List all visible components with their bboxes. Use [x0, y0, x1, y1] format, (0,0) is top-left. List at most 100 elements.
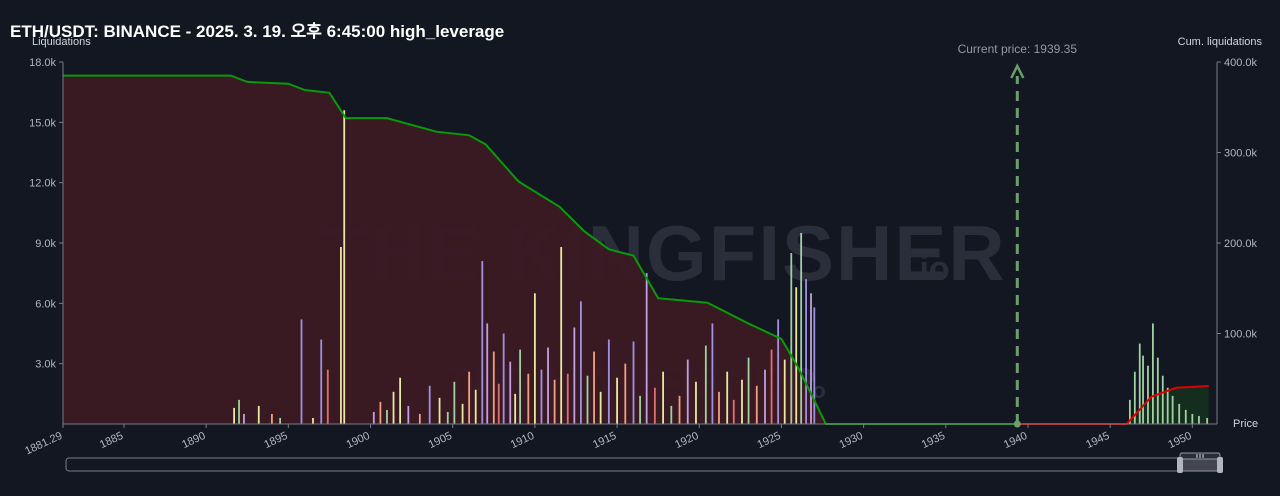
liquidation-bar — [599, 391, 602, 424]
liquidation-bar — [662, 371, 664, 424]
liquidation-bar — [586, 375, 589, 424]
liquidation-bar — [777, 319, 780, 424]
liquidation-bar — [1156, 357, 1159, 424]
x-tick-label: 1940 — [1002, 430, 1029, 451]
liquidation-bar — [770, 349, 773, 424]
liquidation-bar — [566, 373, 569, 424]
liquidation-bars — [233, 110, 1209, 425]
liquidation-bar — [407, 405, 410, 424]
liquidation-bar — [1138, 343, 1141, 424]
liquidation-bar — [468, 371, 471, 424]
liquidation-bar — [686, 359, 689, 424]
y-right-tick-label: 200.0k — [1224, 238, 1258, 250]
y-left-tick-label: 6.0k — [35, 298, 56, 310]
liquidation-bar — [446, 411, 449, 424]
liquidation-bar — [527, 373, 530, 424]
liquidation-bar — [399, 377, 402, 424]
x-axis-title: Price — [1233, 418, 1258, 430]
liquidation-bar — [320, 339, 323, 424]
liquidation-bar — [800, 232, 803, 424]
y-left-tick-label: 15.0k — [29, 117, 56, 129]
liquidation-bar — [747, 357, 750, 424]
watermark-suffix: .io — [910, 250, 950, 288]
liquidation-bar — [1128, 399, 1131, 424]
y-left-axis-title: Liquidations — [32, 36, 91, 48]
liquidation-bar — [386, 409, 388, 424]
liquidation-bar — [741, 379, 743, 424]
liquidation-bar — [783, 359, 786, 424]
liquidation-bar — [481, 261, 484, 424]
liquidation-bar — [486, 323, 489, 424]
liquidation-bar — [279, 417, 282, 424]
liquidation-bar — [533, 293, 536, 424]
liquidation-bar — [1191, 413, 1194, 424]
liquidation-bar — [573, 327, 576, 424]
liquidation-bar — [624, 363, 627, 424]
liquidation-bar — [547, 347, 549, 424]
liquidation-bar — [428, 385, 431, 424]
liquidation-bar — [805, 279, 807, 424]
liquidation-bar — [474, 389, 477, 424]
liquidation-bar — [497, 383, 500, 424]
current-price-arrow — [1010, 63, 1025, 79]
liquidation-bar — [509, 361, 512, 424]
x-tick-label: 1895 — [262, 430, 289, 451]
liquidation-bar — [453, 381, 456, 424]
liquidation-bar — [1198, 415, 1200, 424]
scrollbar-handle-left[interactable] — [1177, 457, 1183, 473]
liquidation-bar — [795, 287, 798, 424]
liquidation-bar — [519, 349, 521, 424]
x-tick-label: 1881.29 — [23, 430, 64, 458]
scrollbar-window[interactable] — [1179, 458, 1221, 472]
y-left-tick-label: 18.0k — [29, 57, 56, 69]
x-tick-label: 1915 — [591, 430, 618, 451]
current-price-marker: Current price: 1939.35 — [958, 42, 1077, 428]
y-right-tick-label: 100.0k — [1224, 329, 1258, 341]
liquidation-bar — [540, 369, 543, 424]
liquidation-bar — [461, 403, 464, 424]
liquidation-bar — [704, 345, 707, 424]
liquidation-bar — [492, 351, 495, 424]
liquidation-bar — [580, 301, 582, 424]
x-tick-label: 1910 — [509, 430, 536, 451]
liquidation-bar — [790, 253, 793, 424]
liquidation-bar — [438, 397, 441, 424]
liquidation-bar — [632, 341, 635, 424]
liquidation-bar — [695, 381, 697, 424]
liquidation-bar — [726, 371, 729, 424]
liquidation-bar — [732, 399, 735, 424]
liquidation-bar — [670, 405, 673, 424]
y-right-axis-title: Cum. liquidations — [1178, 36, 1263, 48]
short-cum-line — [63, 74, 1018, 425]
liquidation-bar — [813, 307, 816, 424]
liquidation-bar — [502, 333, 505, 424]
liquidation-bar — [1184, 409, 1187, 424]
liquidation-bar — [271, 413, 273, 424]
scrollbar-handle-right[interactable] — [1217, 457, 1223, 473]
liquidation-bar — [653, 387, 656, 424]
x-tick-label: 1900 — [345, 430, 372, 451]
liquidation-bar — [1147, 365, 1149, 424]
current-price-dot — [1013, 420, 1021, 428]
liquidation-bar — [1178, 403, 1181, 424]
liquidation-bar — [711, 323, 714, 424]
liquidation-bar — [1142, 355, 1144, 424]
liquidation-bar — [233, 407, 236, 424]
liquidation-bar — [312, 417, 314, 424]
liquidation-bar — [379, 401, 382, 424]
range-scrollbar[interactable] — [65, 452, 1223, 473]
scrollbar-track[interactable] — [65, 457, 1221, 472]
y-right-tick-label: 300.0k — [1224, 148, 1258, 160]
x-tick-label: 1925 — [755, 430, 782, 451]
x-tick-label: 1950 — [1166, 430, 1193, 451]
liquidation-bar — [616, 377, 618, 424]
liquidation-bar — [607, 339, 610, 424]
liquidation-bar — [1206, 417, 1209, 424]
liquidation-bar — [764, 369, 766, 424]
liquidation-bar — [300, 319, 303, 424]
x-tick-label: 1930 — [838, 430, 865, 451]
x-tick-label: 1885 — [98, 430, 125, 451]
liquidation-bar — [372, 411, 375, 424]
liquidation-bar — [645, 273, 648, 424]
